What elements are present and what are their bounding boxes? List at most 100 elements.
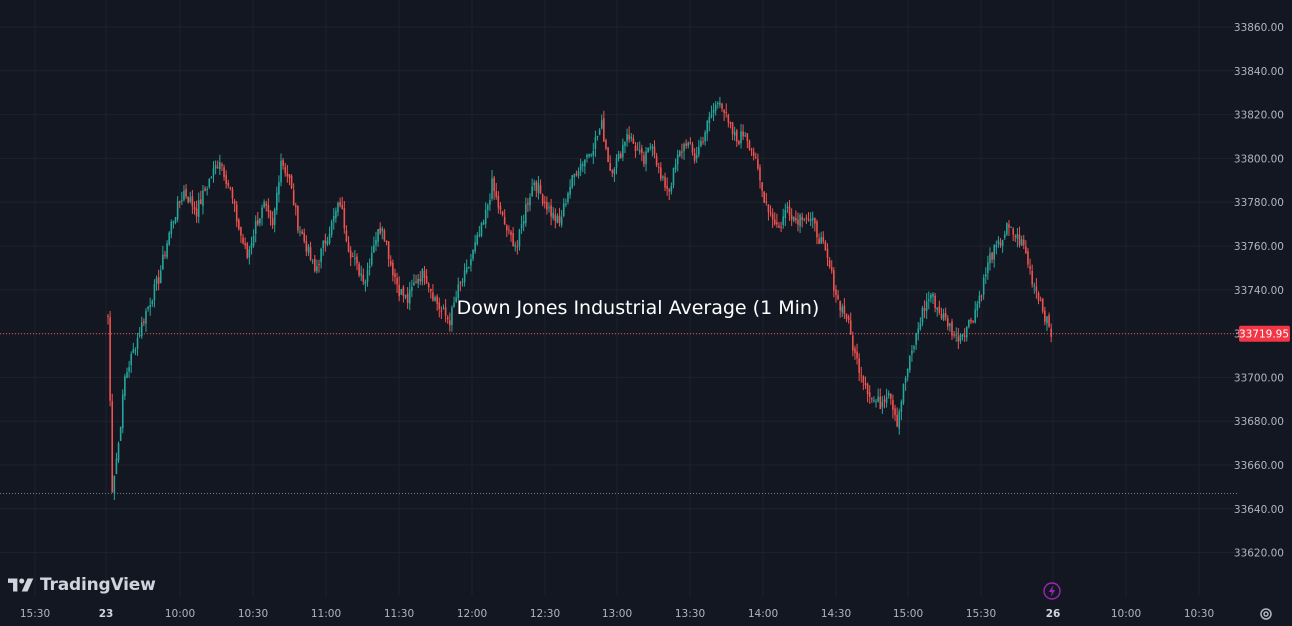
time-axis[interactable]: 15:30 23 10:00 10:30 11:00 11:30 12:00 12:30 13:… [20, 608, 1214, 620]
candle-body [573, 173, 576, 178]
candle-body [136, 337, 139, 349]
candle-body [124, 376, 126, 396]
candle-body [398, 284, 400, 297]
candle-body [955, 334, 958, 336]
candle-body [738, 141, 740, 145]
candle-body [442, 308, 445, 310]
last-price-tag [1239, 325, 1290, 342]
candle-body [976, 303, 979, 311]
candle-body [894, 408, 896, 416]
candle-body [476, 235, 479, 245]
candle-body [723, 110, 725, 113]
candle-body [411, 286, 413, 291]
candle-body [1018, 234, 1021, 245]
candle-body [1022, 239, 1025, 246]
candle-body [946, 318, 949, 327]
candle-body [282, 160, 284, 166]
candle-body [1035, 286, 1038, 292]
candle-body [944, 313, 947, 318]
candle-body [130, 353, 133, 366]
candle-body [446, 317, 449, 320]
candle-body [835, 289, 837, 296]
candle-body [278, 182, 280, 195]
candle-body [619, 153, 622, 159]
candle-body [265, 203, 268, 206]
candle-body [763, 191, 766, 203]
candle-body [879, 396, 882, 410]
candle-body [681, 151, 683, 153]
candle-body [330, 221, 333, 235]
candle-body [294, 205, 297, 208]
candle-body [501, 211, 504, 215]
candle-body [524, 204, 527, 224]
price-axis[interactable]: 33620.00 33640.00 33660.00 33680.00 33700.00… [1234, 22, 1290, 560]
candle-body [193, 206, 196, 210]
candle-body [769, 212, 772, 214]
candle-body [786, 206, 789, 209]
candle-body [238, 219, 240, 230]
candle-body [404, 294, 407, 298]
candle-body [714, 104, 717, 111]
candle-body [531, 186, 533, 197]
candle-body [662, 176, 664, 178]
candle-body [516, 246, 519, 248]
candle-body [822, 237, 825, 242]
price-tick-label: 33800.00 [1234, 153, 1284, 165]
candle-body [558, 215, 561, 223]
candle-body [657, 167, 660, 169]
candle-body [953, 334, 955, 336]
candle-body [267, 204, 270, 212]
candle-body [630, 136, 633, 139]
candle-body [968, 319, 970, 327]
candle-body [991, 252, 993, 260]
candle-body [927, 299, 930, 301]
candle-body [915, 333, 917, 345]
candle-body [909, 355, 911, 371]
candle-body [385, 240, 388, 243]
candle-body [354, 258, 356, 260]
time-tick-label: 10:30 [1184, 608, 1214, 620]
candle-body [609, 163, 611, 171]
candle-body [360, 273, 362, 276]
candle-body [487, 205, 489, 210]
candle-body [356, 256, 358, 264]
candle-body [195, 208, 198, 217]
candle-body [565, 203, 567, 205]
candle-body [273, 209, 276, 225]
candle-body [259, 218, 261, 224]
candle-body [626, 134, 628, 141]
candle-body [143, 321, 145, 323]
candle-body [613, 168, 616, 174]
candle-body [571, 175, 573, 188]
candle-body [974, 309, 977, 323]
candle-body [162, 254, 164, 270]
candle-body [134, 350, 137, 352]
candle-body [837, 295, 839, 300]
lightning-icon[interactable] [1043, 582, 1061, 600]
candle-body [600, 120, 603, 129]
candle-body [413, 282, 415, 286]
candle-body [499, 206, 502, 210]
candle-body [451, 307, 453, 325]
candle-body [989, 253, 991, 264]
candle-body [972, 320, 974, 323]
candle-body [383, 230, 386, 241]
candle-body [212, 168, 215, 176]
tradingview-logo[interactable]: TradingView [8, 574, 156, 596]
candle-body [284, 167, 287, 174]
gear-icon[interactable] [1258, 606, 1274, 622]
candle-body [590, 154, 592, 156]
candle-body [712, 109, 715, 114]
candle-body [1016, 233, 1019, 239]
candle-body [586, 154, 588, 158]
candle-body [520, 224, 523, 229]
time-tick-label: 15:00 [893, 608, 923, 620]
candle-body [624, 141, 626, 146]
candle-body [862, 376, 865, 383]
candle-body [740, 131, 742, 144]
candle-body [896, 414, 898, 427]
candle-body [309, 247, 312, 260]
candle-body [415, 281, 417, 283]
